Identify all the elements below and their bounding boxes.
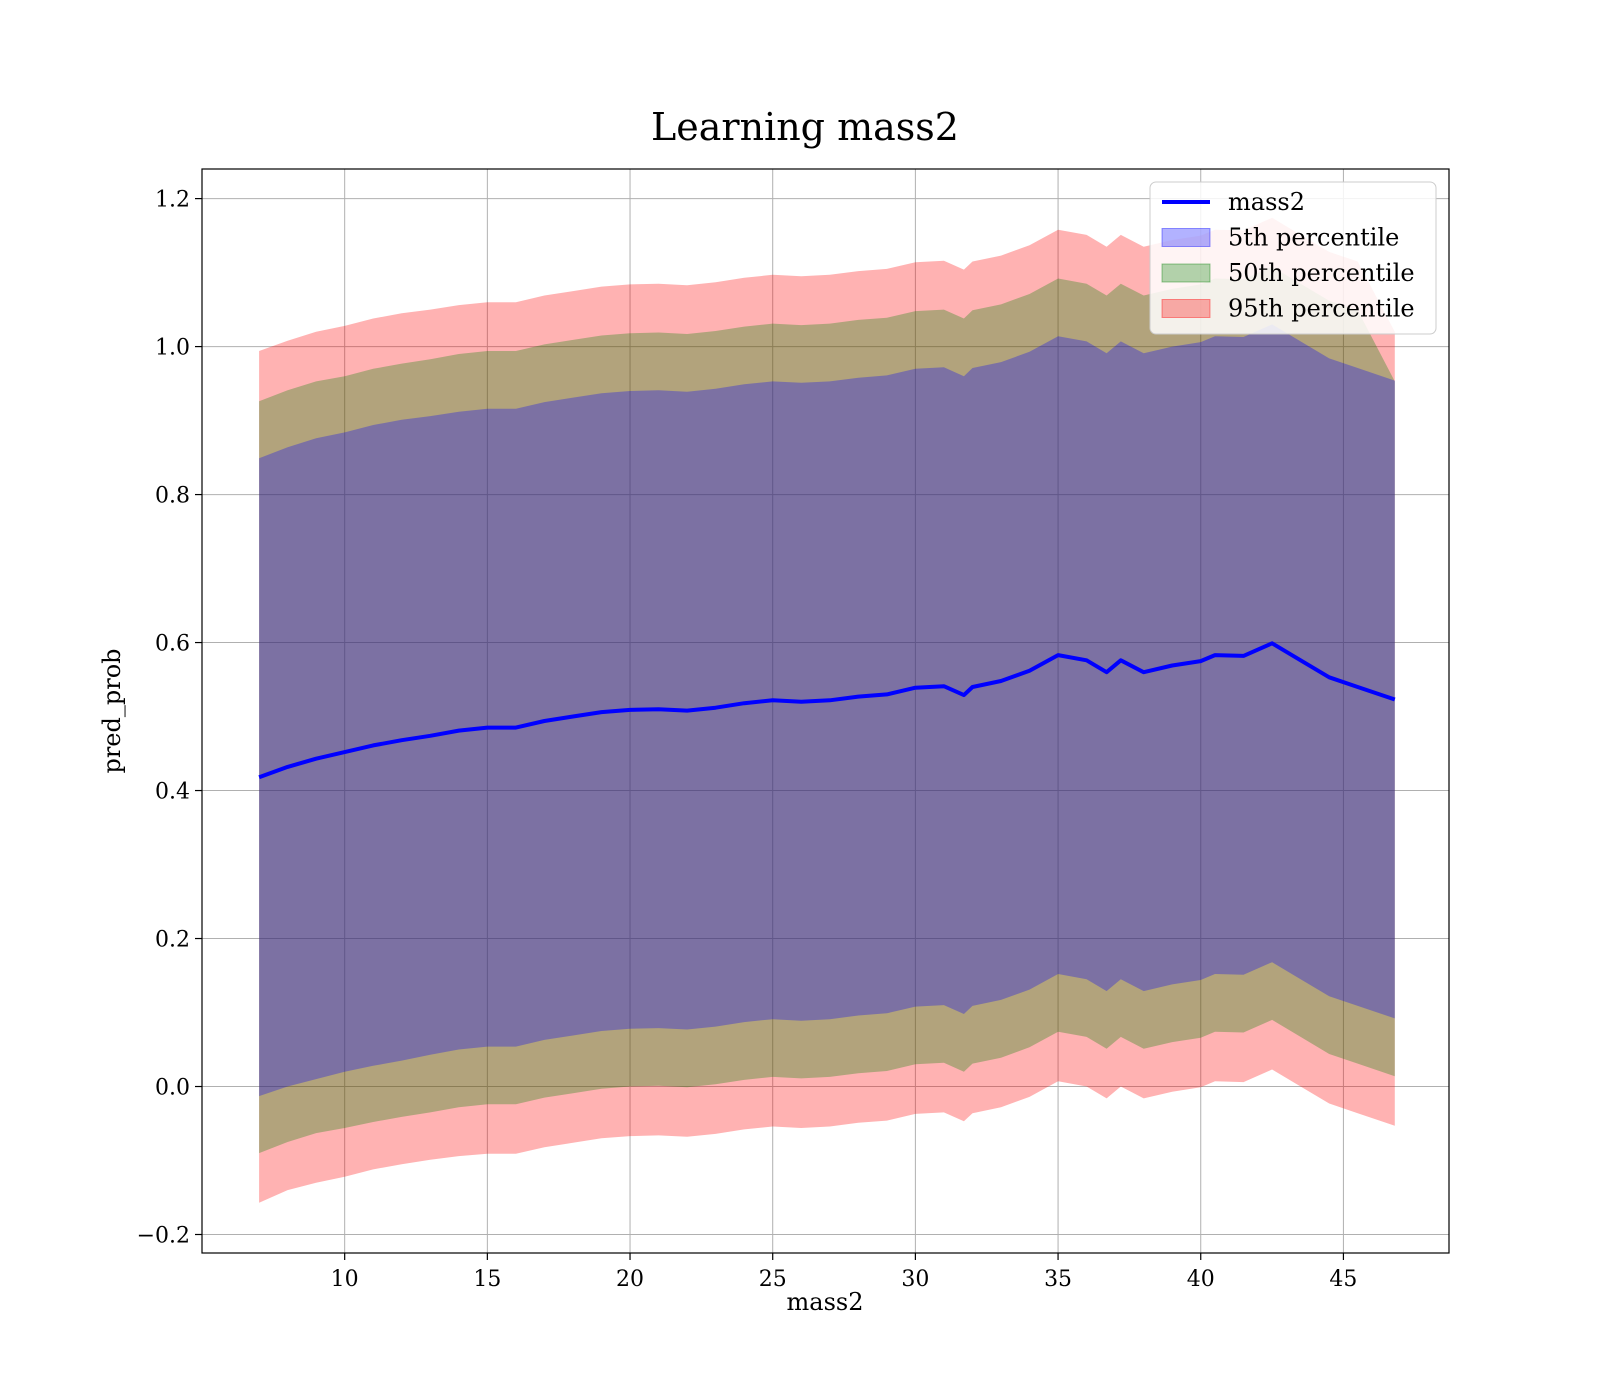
band-95th-percentile — [259, 217, 1395, 1203]
y-tick-label: 0.4 — [155, 780, 190, 805]
y-tick-label: 1.2 — [155, 188, 190, 213]
legend-label: 50th percentile — [1228, 259, 1415, 287]
x-ticks: 10 15 20 25 30 35 40 45 — [331, 1253, 1357, 1292]
x-tick-label: 10 — [331, 1267, 359, 1292]
grid — [202, 169, 1449, 1253]
x-tick-label: 15 — [473, 1267, 501, 1292]
x-tick-label: 20 — [616, 1267, 644, 1292]
band-50th-percentile — [259, 266, 1395, 1154]
legend-label: 95th percentile — [1228, 295, 1415, 323]
x-tick-label: 45 — [1329, 1267, 1357, 1292]
legend-swatch-band — [1161, 299, 1211, 318]
series-line-mass2 — [258, 641, 1396, 780]
bands — [259, 217, 1395, 1203]
y-tick-label: 1.0 — [155, 336, 190, 361]
x-tick-label: 35 — [1044, 1267, 1072, 1292]
x-tick-label: 25 — [759, 1267, 787, 1292]
y-tick-label: 0.0 — [155, 1076, 190, 1101]
band-5th-percentile — [259, 324, 1395, 1097]
y-tick-label: 0.2 — [155, 928, 190, 953]
x-axis-label: mass2 — [787, 1288, 864, 1316]
legend-swatch-band — [1161, 263, 1211, 283]
lines — [258, 641, 1396, 780]
y-axis-label: pred_prob — [98, 648, 126, 773]
legend-label: 5th percentile — [1228, 224, 1399, 252]
plot-frame — [201, 168, 1450, 1254]
y-ticks: −0.2 0.0 0.2 0.4 0.6 0.8 1.0 1.2 — [137, 188, 202, 1249]
x-tick-label: 40 — [1187, 1267, 1215, 1292]
y-tick-label: 0.8 — [155, 484, 190, 509]
y-tick-label: −0.2 — [137, 1224, 190, 1249]
legend-box — [1149, 181, 1437, 335]
y-tick-label: 0.6 — [155, 632, 190, 657]
legend-label: mass2 — [1228, 188, 1305, 216]
legend: mass2 5th percentile 50th percentile 95th p… — [1149, 181, 1437, 335]
x-tick-label: 30 — [901, 1267, 929, 1292]
legend-swatch-band — [1161, 228, 1211, 247]
chart-title: Learning mass2 — [651, 105, 959, 149]
